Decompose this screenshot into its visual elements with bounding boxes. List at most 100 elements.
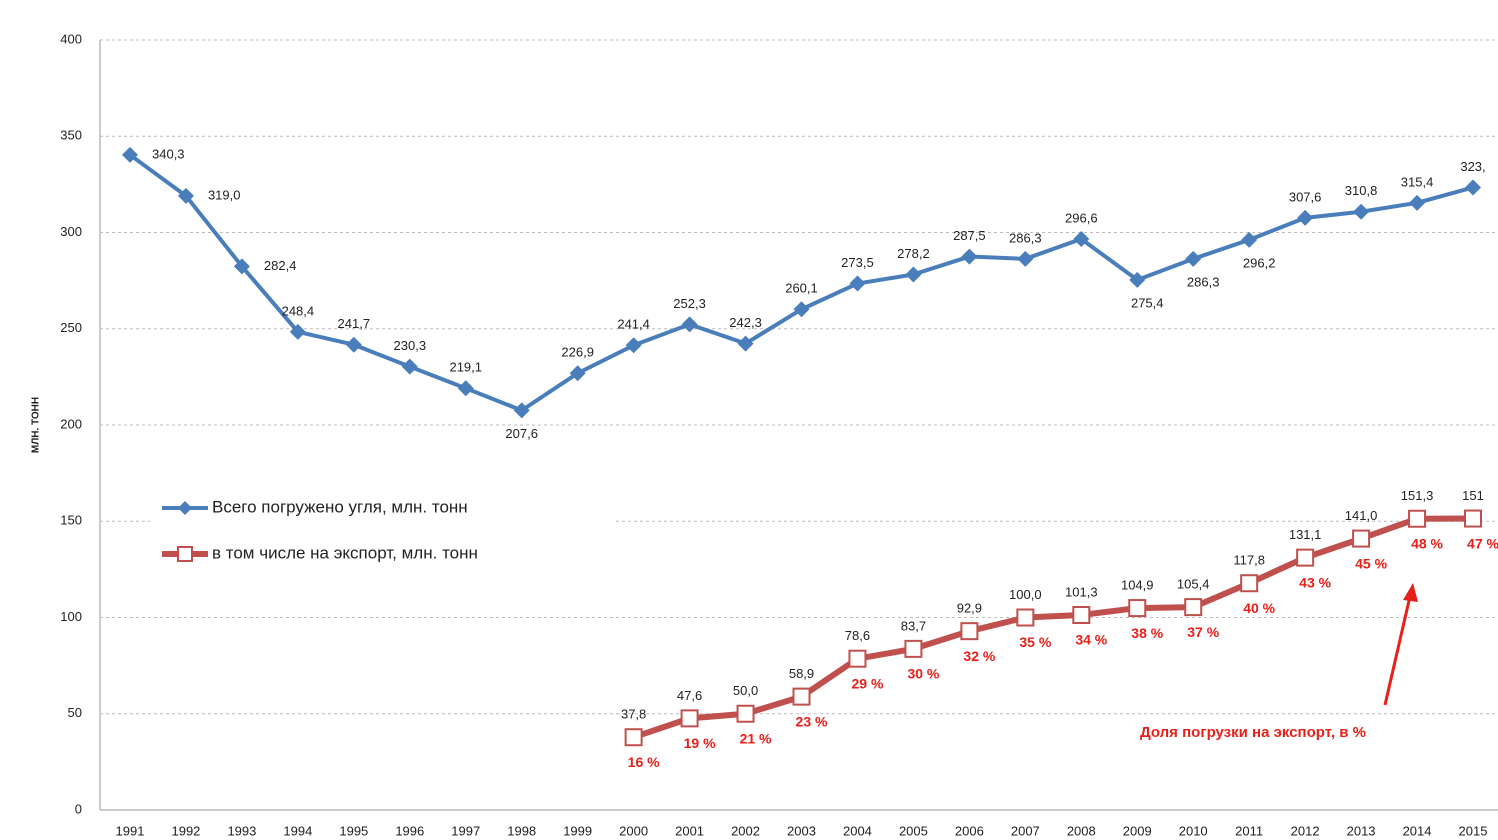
share-label: 38 %	[1131, 625, 1163, 641]
x-tick-label: 1996	[395, 823, 424, 838]
x-tick-label: 2009	[1123, 823, 1152, 838]
point	[1408, 509, 1427, 528]
x-tick-label: 2005	[899, 823, 928, 838]
x-tick-label: 2010	[1179, 823, 1208, 838]
share-label: 43 %	[1299, 574, 1331, 590]
point	[1465, 179, 1481, 196]
x-tick-label: 2003	[787, 823, 816, 838]
data-label: 100,0	[1009, 587, 1042, 602]
data-label: 101,3	[1065, 584, 1098, 599]
point	[625, 337, 642, 354]
x-tick-label: 2002	[731, 823, 760, 838]
x-tick-label: 1992	[171, 823, 200, 838]
y-tick-label: 0	[75, 801, 82, 816]
point	[681, 316, 698, 333]
annotation: Доля погрузки на экспорт, в %	[1140, 724, 1366, 741]
data-label: 252,3	[673, 296, 706, 311]
x-tick-label: 1994	[283, 823, 312, 838]
data-label: 207,6	[505, 426, 538, 441]
share-label: 16 %	[628, 754, 660, 770]
data-label: 141,0	[1345, 508, 1378, 523]
data-label: 230,3	[394, 338, 427, 353]
annotation-arrowhead	[1403, 583, 1418, 602]
point	[793, 301, 810, 318]
share-label: 37 %	[1187, 624, 1219, 640]
data-label: 340,3	[152, 146, 185, 161]
point	[904, 639, 923, 658]
point	[1185, 250, 1202, 267]
point	[1241, 231, 1258, 248]
share-label: 48 %	[1411, 535, 1443, 551]
data-label: 286,3	[1009, 230, 1042, 245]
point	[680, 709, 699, 728]
point	[736, 704, 755, 723]
data-label: 83,7	[901, 618, 926, 633]
data-label: 131,1	[1289, 527, 1322, 542]
share-label: 32 %	[963, 648, 995, 664]
data-label: 286,3	[1187, 274, 1220, 289]
share-label: 30 %	[907, 666, 939, 682]
data-label: 241,4	[617, 317, 650, 332]
legend-label: Всего погружено угля, млн. тонн	[212, 497, 468, 516]
x-tick-label: 1995	[339, 823, 368, 838]
data-label: 310,8	[1345, 183, 1378, 198]
legend-marker	[177, 546, 193, 562]
data-label: 278,2	[897, 246, 930, 261]
point	[1352, 529, 1371, 548]
data-label: 104,9	[1121, 578, 1154, 593]
x-tick-label: 1999	[563, 823, 592, 838]
data-label: 319,0	[208, 187, 241, 202]
x-tick-label: 2006	[955, 823, 984, 838]
point	[1240, 574, 1259, 593]
x-tick-label: 2013	[1347, 823, 1376, 838]
annotation-arrow	[1383, 591, 1413, 706]
legend-marker	[178, 501, 192, 515]
y-tick-label: 200	[60, 416, 82, 431]
point	[513, 402, 530, 419]
point	[1409, 194, 1426, 211]
x-tick-label: 2004	[843, 823, 872, 838]
share-label: 34 %	[1075, 632, 1107, 648]
data-label: 78,6	[845, 628, 870, 643]
point	[289, 323, 306, 340]
point	[1353, 203, 1370, 220]
point	[961, 248, 978, 265]
data-label: 47,6	[677, 688, 702, 703]
data-label: 248,4	[282, 303, 315, 318]
share-label: 23 %	[796, 713, 828, 729]
x-tick-label: 2007	[1011, 823, 1040, 838]
point	[1296, 548, 1315, 567]
y-tick-label: 250	[60, 320, 82, 335]
data-label: 50,0	[733, 683, 758, 698]
point	[624, 728, 643, 747]
data-label: 219,1	[449, 360, 482, 375]
y-tick-label: 100	[60, 609, 82, 624]
legend-label: в том числе на экспорт, млн. тонн	[212, 543, 478, 562]
data-label: 260,1	[785, 281, 818, 296]
share-label: 45 %	[1355, 555, 1387, 571]
share-label: 40 %	[1243, 600, 1275, 616]
point	[960, 622, 979, 641]
point	[1128, 599, 1147, 618]
point	[1016, 608, 1035, 627]
y-tick-label: 150	[60, 513, 82, 528]
data-label: 315,4	[1401, 174, 1434, 189]
x-tick-label: 2015	[1459, 823, 1488, 838]
data-label: 58,9	[789, 666, 814, 681]
share-label: 35 %	[1019, 634, 1051, 650]
x-tick-label: 1997	[451, 823, 480, 838]
share-label: 47 %	[1467, 535, 1498, 551]
data-label: 287,5	[953, 228, 986, 243]
y-tick-label: 350	[60, 128, 82, 143]
data-label: 282,4	[264, 258, 297, 273]
point	[1017, 250, 1034, 267]
data-label: 226,9	[561, 345, 594, 360]
share-label: 21 %	[740, 730, 772, 746]
y-tick-label: 300	[60, 224, 82, 239]
point	[1297, 209, 1314, 226]
point	[1464, 509, 1482, 528]
point	[905, 266, 922, 283]
point	[849, 275, 866, 292]
point	[401, 358, 418, 375]
x-tick-label: 1991	[116, 823, 145, 838]
